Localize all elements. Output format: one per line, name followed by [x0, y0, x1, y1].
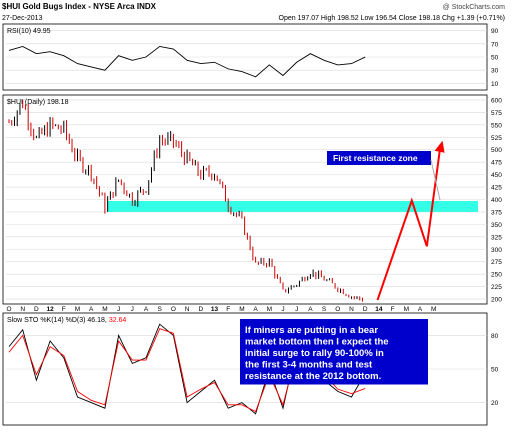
- price-tick-label: 350: [491, 222, 502, 229]
- price-tick-label: 575: [491, 110, 502, 117]
- x-tick-label: M: [404, 306, 409, 313]
- projection-arrowhead: [434, 140, 445, 153]
- price-tick-label: 500: [491, 147, 502, 154]
- x-tick-label: O: [171, 306, 176, 313]
- quote-line: Open 197.07 High 198.52 Low 196.54 Close…: [279, 15, 506, 22]
- price-tick-label: 225: [491, 284, 502, 291]
- x-tick-label: M: [267, 306, 272, 313]
- price-tick-label: 250: [491, 272, 502, 279]
- rsi-line: [8, 45, 366, 78]
- commentary-text: If miners are putting in a bear market bo…: [245, 325, 389, 382]
- rsi-tick-label: 90: [491, 28, 499, 35]
- price-tick-label: 275: [491, 259, 502, 266]
- price-axis-ticks: 600 575 550 525 500 475 450 425 400 375 350 325 300 2…: [491, 97, 502, 303]
- price-tick-label: 475: [491, 160, 502, 167]
- rsi-tick-label: 50: [491, 55, 499, 62]
- stockcharts-watermark: @ StockCharts.com: [443, 4, 506, 11]
- price-bars: [8, 99, 363, 302]
- price-tick-label: 450: [491, 172, 502, 179]
- x-tick-label: M: [239, 306, 244, 313]
- x-tick-label: O: [335, 306, 340, 313]
- x-tick-label: M: [75, 306, 80, 313]
- x-tick-label: J: [131, 306, 134, 313]
- price-tick-label: 375: [491, 209, 502, 216]
- x-tick-label: A: [253, 306, 258, 313]
- x-tick-label: D: [198, 306, 203, 313]
- x-tick-label: A: [89, 306, 94, 313]
- sto-label-d: 32.64: [109, 317, 127, 324]
- x-tick-label: N: [349, 306, 354, 313]
- price-tick-label: 550: [491, 122, 502, 129]
- x-tick-label: M: [431, 306, 436, 313]
- x-tick-label: J: [281, 306, 284, 313]
- chart-date: 27-Dec-2013: [2, 15, 43, 22]
- x-tick-label: F: [62, 306, 66, 313]
- x-tick-label: 12: [46, 306, 54, 313]
- x-tick-label: D: [34, 306, 39, 313]
- resistance-callout-box: [327, 151, 431, 165]
- rsi-label: RSI(10) 49.95: [7, 28, 51, 35]
- resistance-callout-text: First resistance zone: [333, 153, 418, 163]
- price-label: $HUI (Daily) 198.18: [7, 99, 69, 106]
- projection-line: [376, 144, 442, 301]
- sto-label: Slow STO %K(14) %D(3) 46.18, 32.64: [7, 317, 126, 324]
- rsi-tick-label: 70: [491, 41, 499, 48]
- sto-axis-ticks: 80 50 20: [491, 333, 499, 407]
- resistance-zone-band: [108, 200, 478, 212]
- price-tick-label: 325: [491, 234, 502, 241]
- sto-tick-label: 50: [491, 367, 499, 374]
- x-tick-label: F: [391, 306, 395, 313]
- time-axis: O N D 12 F M A M J J A S O N D 13 F M A M J J A S O N D 14 F M A M: [6, 306, 436, 313]
- rsi-tick-label: 10: [491, 81, 499, 88]
- x-tick-label: O: [6, 306, 11, 313]
- x-tick-label: J: [117, 306, 120, 313]
- resistance-callout-pointer: [430, 159, 441, 201]
- price-tick-label: 400: [491, 197, 502, 204]
- x-tick-label: A: [144, 306, 149, 313]
- rsi-axis-ticks: 90 70 50 30 10: [491, 28, 499, 88]
- price-tick-label: 300: [491, 247, 502, 254]
- price-tick-label: 200: [491, 297, 502, 304]
- x-tick-label: D: [363, 306, 368, 313]
- price-tick-label: 600: [491, 97, 502, 104]
- price-tick-label: 425: [491, 185, 502, 192]
- chart-title: $HUI Gold Bugs Index - NYSE Arca INDX: [2, 2, 157, 11]
- sto-tick-label: 80: [491, 333, 499, 340]
- sto-tick-label: 20: [491, 400, 499, 407]
- x-tick-label: N: [20, 306, 25, 313]
- x-tick-label: A: [418, 306, 423, 313]
- x-tick-label: S: [322, 306, 327, 313]
- rsi-gridlines: [6, 30, 487, 84]
- x-tick-label: A: [308, 306, 313, 313]
- x-tick-label: 13: [211, 306, 219, 313]
- rsi-tick-label: 30: [491, 68, 499, 75]
- x-tick-label: M: [102, 306, 107, 313]
- x-tick-label: 14: [375, 306, 383, 313]
- x-tick-label: F: [226, 306, 230, 313]
- x-tick-label: J: [295, 306, 298, 313]
- sto-label-prefix: Slow STO %K(14) %D(3) 46.18,: [7, 317, 107, 324]
- x-tick-label: S: [158, 306, 163, 313]
- price-tick-label: 525: [491, 135, 502, 142]
- commentary-box: [240, 319, 428, 385]
- x-tick-label: N: [185, 306, 190, 313]
